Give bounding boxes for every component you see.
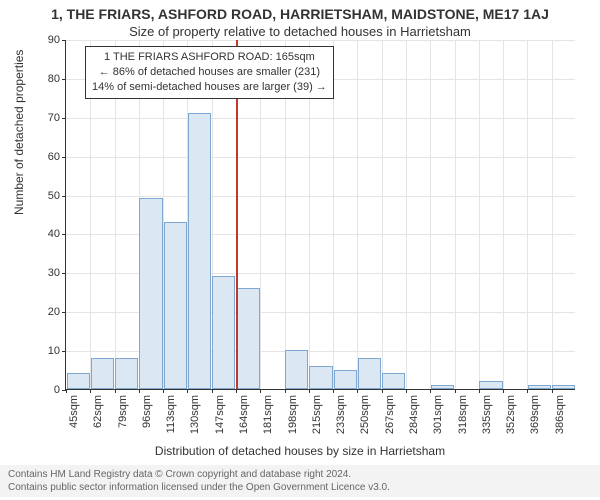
y-tick-label: 0 [54,384,66,396]
grid-line-v [357,40,358,389]
y-tick-label: 20 [48,306,66,318]
x-tick-label: 352sqm [505,395,517,434]
x-tick-label: 284sqm [408,395,420,434]
grid-line-v [382,40,383,389]
x-tick [527,389,528,393]
histogram-bar [431,385,454,389]
x-tick [382,389,383,393]
x-tick [479,389,480,393]
annotation-box: 1 THE FRIARS ASHFORD ROAD: 165sqm← 86% o… [85,46,334,99]
x-tick [455,389,456,393]
x-tick-label: 301sqm [432,395,444,434]
x-tick [115,389,116,393]
x-tick [236,389,237,393]
histogram-bar [188,113,211,389]
x-tick [285,389,286,393]
histogram-bar [115,358,138,389]
histogram-bar [67,373,90,389]
x-tick-label: 130sqm [189,395,201,434]
grid-line-v [527,40,528,389]
x-tick [260,389,261,393]
x-tick-label: 198sqm [287,395,299,434]
y-tick-label: 10 [48,345,66,357]
x-tick [503,389,504,393]
x-tick [430,389,431,393]
y-axis-label: Number of detached properties [12,50,26,215]
x-tick [357,389,358,393]
annotation-line: 14% of semi-detached houses are larger (… [92,80,327,95]
x-tick-label: 96sqm [141,395,153,428]
x-tick [309,389,310,393]
x-tick-label: 62sqm [92,395,104,428]
x-tick-label: 79sqm [117,395,129,428]
y-tick-label: 40 [48,228,66,240]
grid-line-v [479,40,480,389]
y-tick-label: 50 [48,190,66,202]
grid-line-h [66,196,575,197]
grid-line-v [552,40,553,389]
grid-line-h [66,118,575,119]
x-tick [552,389,553,393]
y-tick-label: 90 [48,34,66,46]
x-tick-label: 45sqm [68,395,80,428]
histogram-bar [552,385,575,389]
x-tick-label: 147sqm [214,395,226,434]
histogram-bar [285,350,308,389]
x-tick [163,389,164,393]
x-tick [66,389,67,393]
grid-line-v [430,40,431,389]
y-tick-label: 80 [48,73,66,85]
x-tick-label: 267sqm [384,395,396,434]
histogram-bar [237,288,260,389]
annotation-line: 1 THE FRIARS ASHFORD ROAD: 165sqm [92,50,327,65]
x-tick-label: 250sqm [359,395,371,434]
grid-line-h [66,157,575,158]
grid-line-v [503,40,504,389]
x-tick [406,389,407,393]
x-tick-label: 386sqm [554,395,566,434]
page-title: 1, THE FRIARS, ASHFORD ROAD, HARRIETSHAM… [0,0,600,22]
histogram-bar [334,370,357,389]
x-tick [90,389,91,393]
x-tick-label: 233sqm [335,395,347,434]
x-tick [187,389,188,393]
histogram-bar [139,198,162,389]
histogram-bar [479,381,502,389]
x-tick-label: 113sqm [165,395,177,433]
histogram-bar [358,358,381,389]
x-tick [139,389,140,393]
histogram-bar [309,366,332,389]
chart-subtitle: Size of property relative to detached ho… [0,22,600,39]
annotation-line: ← 86% of detached houses are smaller (23… [92,65,327,80]
x-tick-label: 215sqm [311,395,323,434]
histogram-bar [382,373,405,389]
y-tick-label: 60 [48,151,66,163]
histogram-bar [528,385,551,389]
histogram-bar [91,358,114,389]
y-tick-label: 70 [48,112,66,124]
x-tick-label: 181sqm [262,395,274,434]
x-tick-label: 164sqm [238,395,250,434]
footer-attribution: Contains HM Land Registry data © Crown c… [0,465,600,497]
x-tick-label: 335sqm [481,395,493,434]
x-tick-label: 369sqm [529,395,541,434]
histogram-bar [212,276,235,389]
x-tick [333,389,334,393]
histogram-bar [164,222,187,389]
footer-line-1: Contains HM Land Registry data © Crown c… [8,468,592,481]
grid-line-v [406,40,407,389]
x-tick [212,389,213,393]
x-axis-label: Distribution of detached houses by size … [0,444,600,458]
grid-line-h [66,40,575,41]
footer-line-2: Contains public sector information licen… [8,481,592,494]
grid-line-v [455,40,456,389]
x-tick-label: 318sqm [457,395,469,434]
y-tick-label: 30 [48,267,66,279]
